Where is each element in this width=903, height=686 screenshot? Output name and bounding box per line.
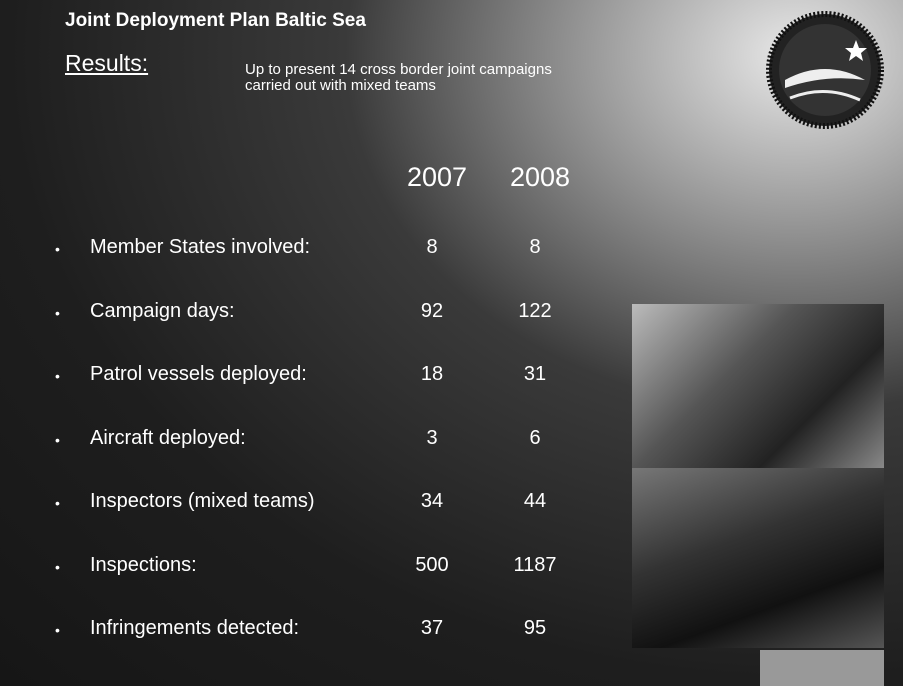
- cell-value: 44: [500, 490, 570, 513]
- photo: [632, 304, 884, 468]
- bullet: •: [55, 495, 60, 511]
- cell-value: 3: [397, 427, 467, 450]
- row-label: Campaign days:: [90, 300, 235, 323]
- slide-title: Joint Deployment Plan Baltic Sea: [65, 10, 366, 32]
- description: Up to present 14 cross border joint camp…: [245, 62, 552, 94]
- cell-value: 95: [500, 617, 570, 640]
- column-header: 2008: [495, 162, 585, 193]
- cell-value: 8: [500, 236, 570, 259]
- description-line: carried out with mixed teams: [245, 78, 552, 94]
- cell-value: 34: [397, 490, 467, 513]
- cell-value: 6: [500, 427, 570, 450]
- photo: [760, 650, 884, 686]
- bullet: •: [55, 368, 60, 384]
- photo: [632, 468, 884, 648]
- row-label: Patrol vessels deployed:: [90, 363, 307, 386]
- bullet: •: [55, 241, 60, 257]
- bullet: •: [55, 559, 60, 575]
- column-header: 2007: [392, 162, 482, 193]
- bullet: •: [55, 305, 60, 321]
- row-label: Infringements detected:: [90, 617, 299, 640]
- row-label: Aircraft deployed:: [90, 427, 246, 450]
- row-label: Member States involved:: [90, 236, 310, 259]
- cell-value: 1187: [500, 554, 570, 577]
- cell-value: 18: [397, 363, 467, 386]
- logo: [760, 8, 890, 132]
- bullet: •: [55, 622, 60, 638]
- cell-value: 92: [397, 300, 467, 323]
- cell-value: 8: [397, 236, 467, 259]
- row-label: Inspections:: [90, 554, 197, 577]
- bullet: •: [55, 432, 60, 448]
- results-label: Results:: [65, 50, 148, 77]
- cell-value: 37: [397, 617, 467, 640]
- description-line: Up to present 14 cross border joint camp…: [245, 62, 552, 78]
- slide: Joint Deployment Plan Baltic Sea Results…: [0, 0, 903, 686]
- cell-value: 31: [500, 363, 570, 386]
- cell-value: 500: [397, 554, 467, 577]
- row-label: Inspectors (mixed teams): [90, 490, 315, 513]
- cell-value: 122: [500, 300, 570, 323]
